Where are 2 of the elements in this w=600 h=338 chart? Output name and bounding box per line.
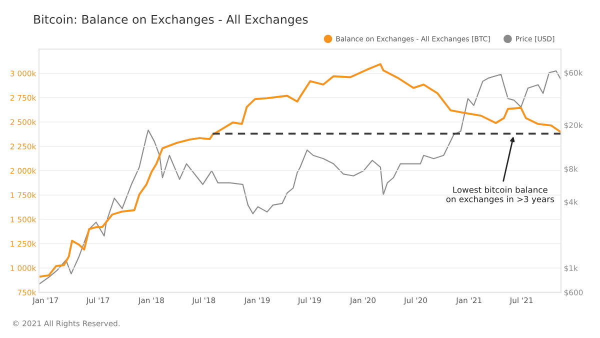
annotation: Lowest bitcoin balance on exchanges in >3 years [446, 186, 554, 204]
chart-title: Bitcoin: Balance on Exchanges - All Exchanges [34, 14, 308, 26]
